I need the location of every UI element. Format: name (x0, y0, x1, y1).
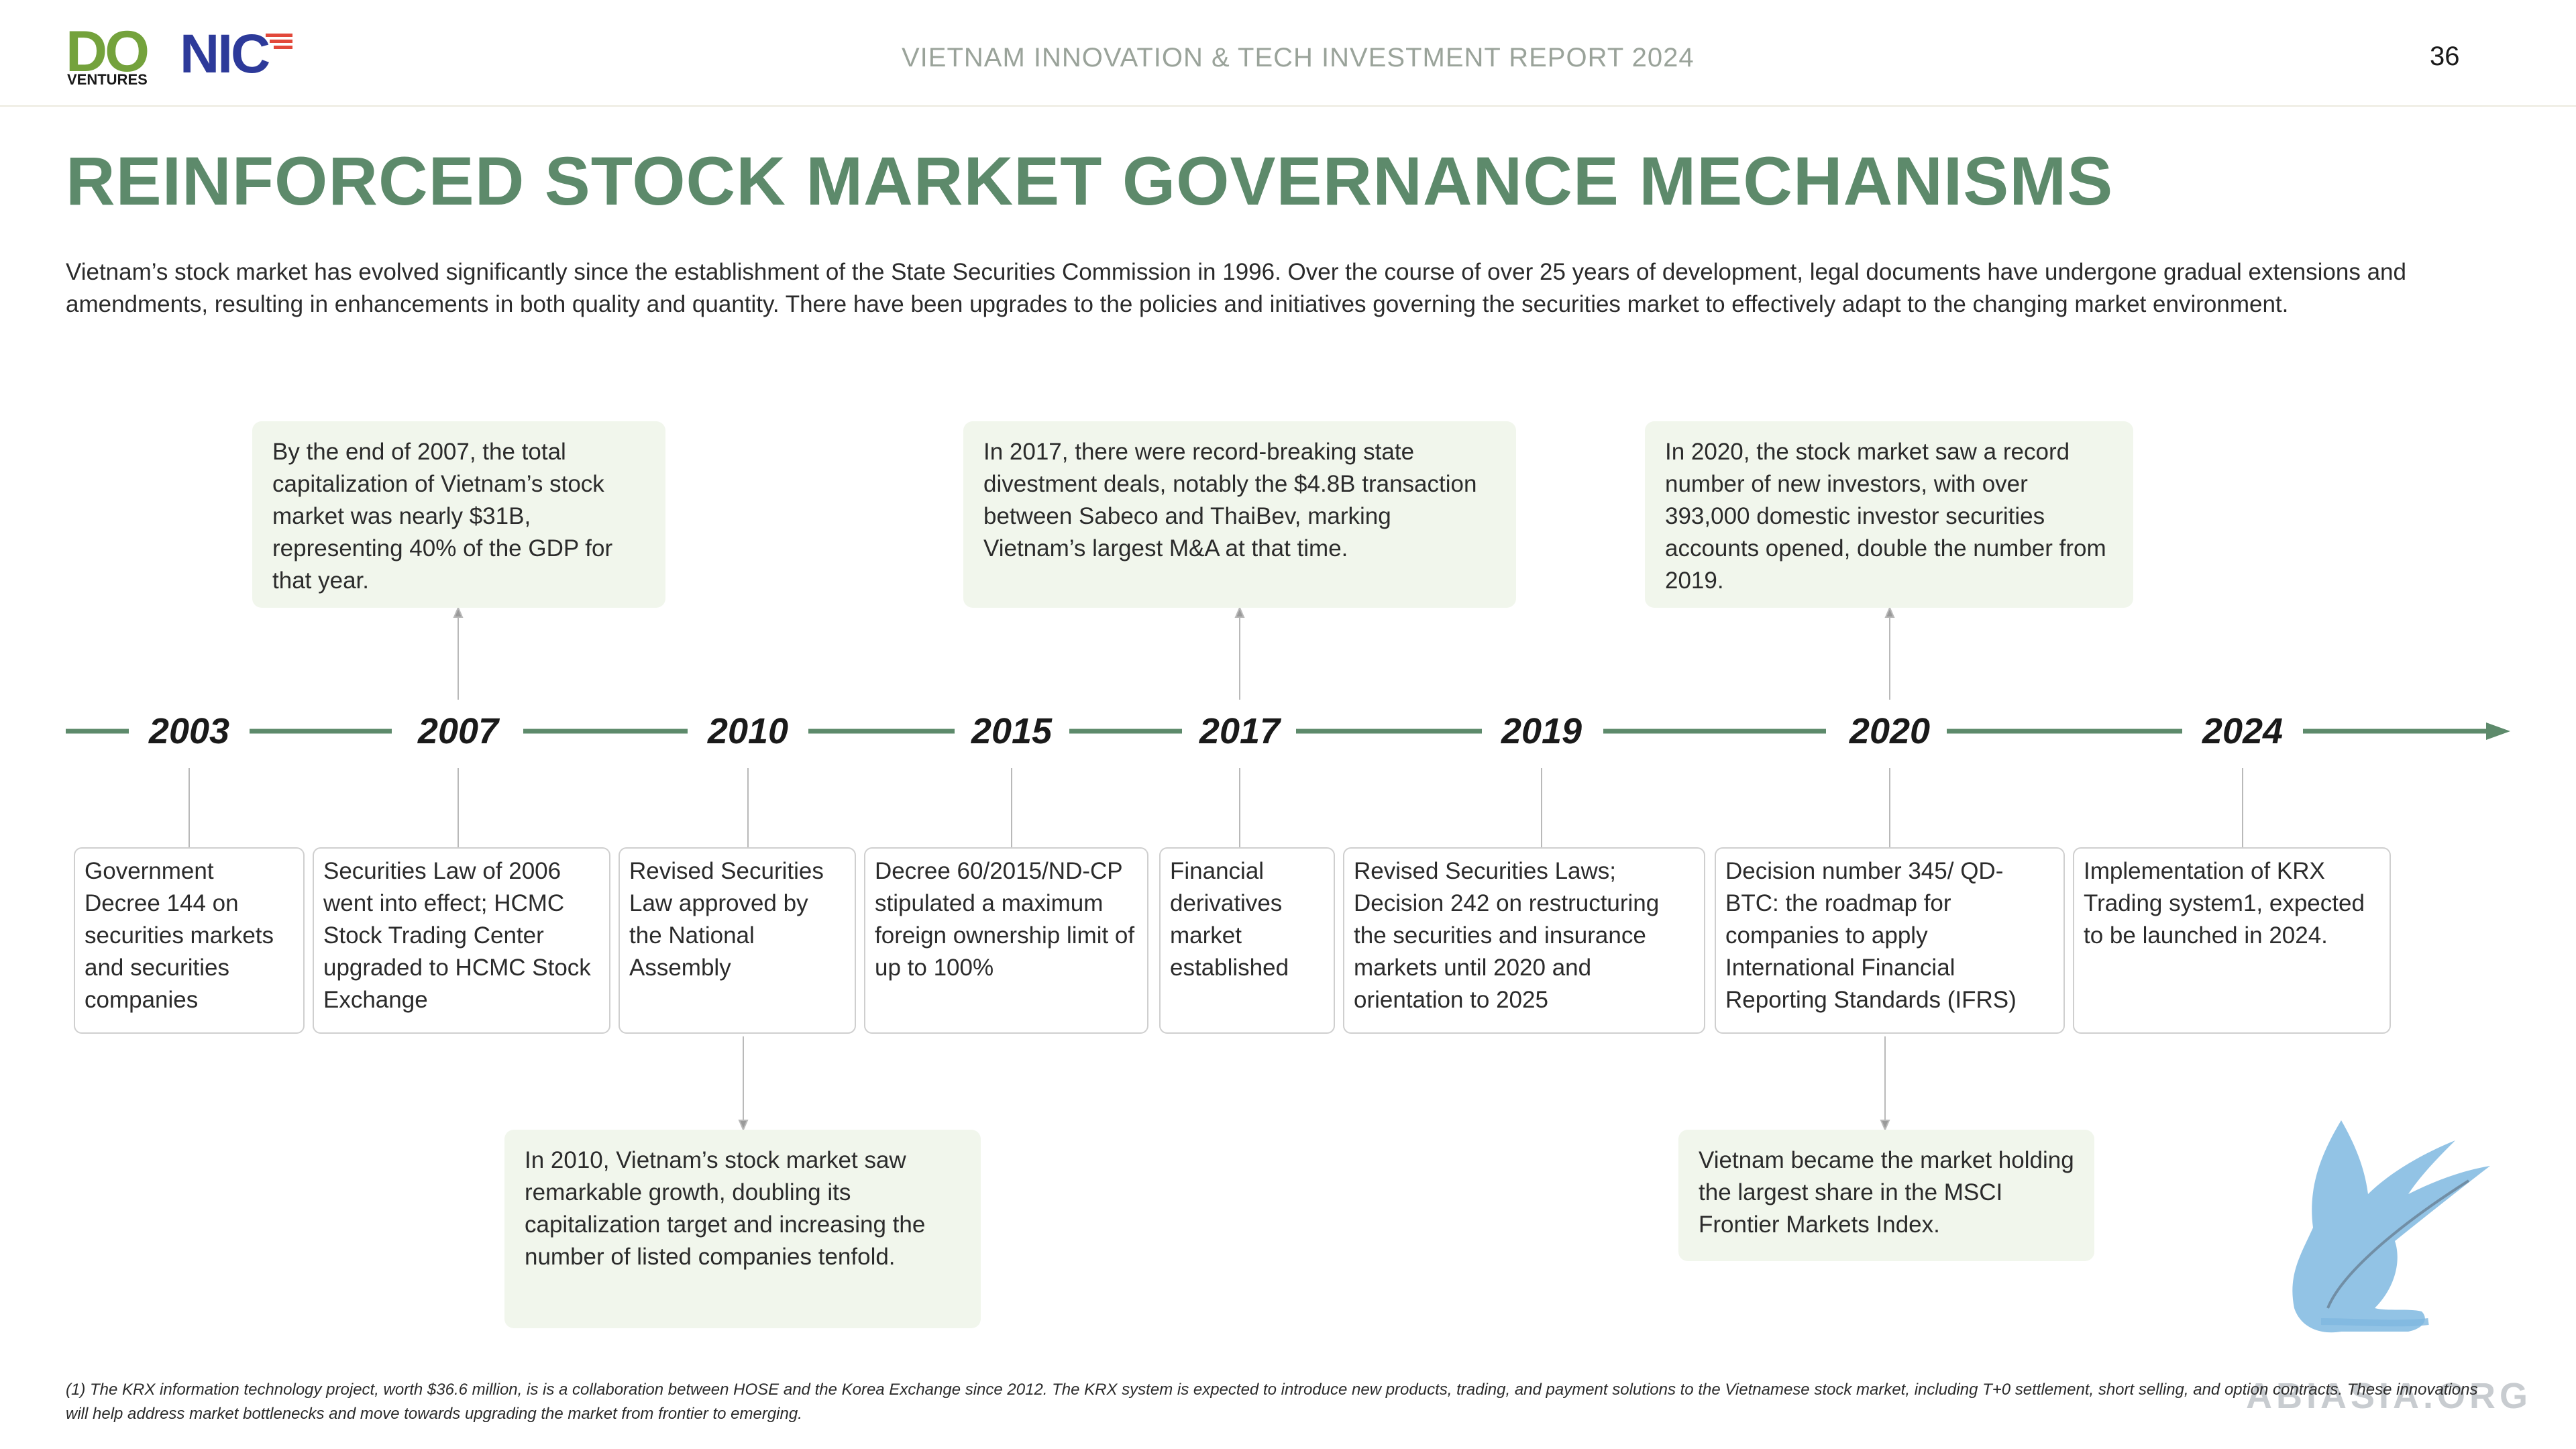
year-2015: 2015 (971, 711, 1053, 751)
page-title: REINFORCED STOCK MARKET GOVERNANCE MECHA… (66, 143, 2114, 219)
note-2010: In 2010, Vietnam’s stock market saw rema… (504, 1130, 981, 1328)
year-2003: 2003 (148, 711, 230, 751)
year-2019: 2019 (1501, 711, 1582, 751)
nic-logo-text: NIC (180, 23, 270, 85)
timeline-arrowhead-icon (2486, 722, 2510, 740)
note-2020-bottom: Vietnam became the market holding the la… (1678, 1130, 2094, 1261)
header-divider (0, 105, 2576, 107)
year-2010: 2010 (707, 711, 789, 751)
intro-paragraph: Vietnam’s stock market has evolved signi… (66, 259, 2406, 317)
event-box-2019: Revised Securities Laws; Decision 242 on… (1343, 847, 1705, 1034)
nic-logo: NIC (180, 27, 294, 82)
do-ventures-logo: DO VENTURES (66, 19, 150, 90)
footnote: (1) The KRX information technology proje… (66, 1381, 2478, 1423)
page-number: 36 (2430, 42, 2460, 71)
nic-logo-stripes-icon (266, 34, 292, 49)
ventures-logo-text: VENTURES (67, 71, 148, 88)
event-box-2003: Government Decree 144 on securities mark… (74, 847, 305, 1034)
event-box-2007: Securities Law of 2006 went into effect;… (313, 847, 610, 1034)
year-2017: 2017 (1199, 711, 1281, 751)
year-2007: 2007 (417, 711, 499, 751)
note-2020-top: In 2020, the stock market saw a record n… (1645, 421, 2133, 608)
event-box-2015: Decree 60/2015/ND-CP stipulated a maximu… (864, 847, 1148, 1034)
year-2024: 2024 (2202, 711, 2284, 751)
do-logo-text: DO (66, 19, 150, 84)
griffin-watermark-icon (2292, 1120, 2490, 1333)
event-connectors (189, 768, 2243, 847)
event-box-2010: Revised Securities Law approved by the N… (619, 847, 856, 1034)
event-box-2020: Decision number 345/ QD-BTC: the roadmap… (1715, 847, 2065, 1034)
event-box-2024: Implementation of KRX Trading system1, e… (2073, 847, 2391, 1034)
report-title: VIETNAM INNOVATION & TECH INVESTMENT REP… (902, 43, 1695, 72)
note-2017: In 2017, there were record-breaking stat… (963, 421, 1516, 608)
year-2020: 2020 (1849, 711, 1931, 751)
note-connectors (453, 606, 1895, 1132)
watermark-text: ABIASIA.ORG (2246, 1376, 2532, 1416)
note-2007: By the end of 2007, the total capitaliza… (252, 421, 665, 608)
event-box-2017: Financial derivatives market established (1159, 847, 1335, 1034)
